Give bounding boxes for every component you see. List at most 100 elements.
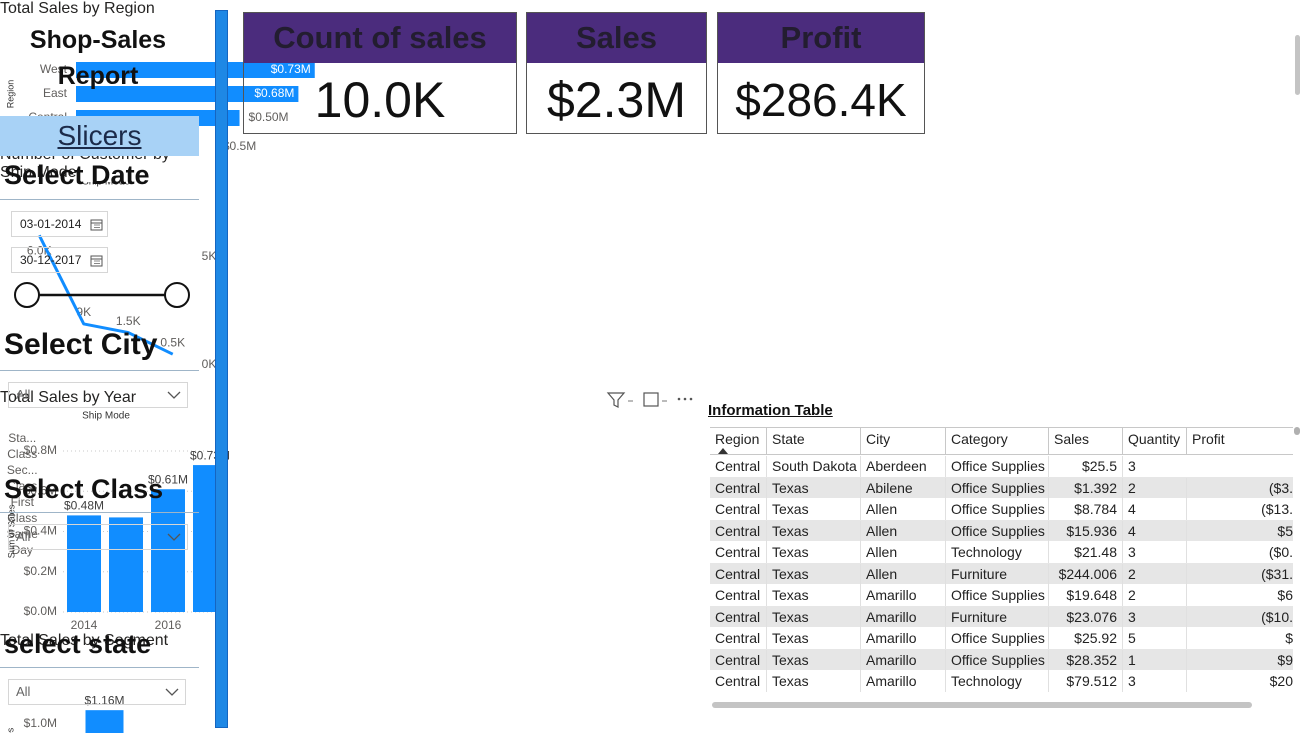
chevron bbox=[165, 688, 179, 696]
table-cell: Texas bbox=[766, 477, 860, 499]
table-cell: 2 bbox=[1122, 477, 1186, 499]
date-slider[interactable] bbox=[0, 280, 200, 312]
chart-title: Total Sales by Segment bbox=[0, 632, 169, 649]
kpi-card: Sales $2.3M bbox=[526, 12, 707, 134]
visual-toolbar bbox=[606, 392, 693, 408]
table-cell: $9 bbox=[1186, 649, 1293, 671]
bar bbox=[85, 710, 124, 733]
x-axis-label: Ship Mode bbox=[82, 411, 130, 422]
chart-title: Total Sales by Year bbox=[0, 389, 137, 406]
class-value: All bbox=[16, 529, 31, 544]
x-tick-label: Sta... Class bbox=[7, 431, 38, 461]
table-cell: 4 bbox=[1122, 520, 1186, 542]
x-tick-label: Sec... Class bbox=[6, 463, 38, 493]
table-cell: Texas bbox=[766, 499, 860, 520]
bar bbox=[109, 517, 143, 612]
table-cell: ($3. bbox=[1186, 477, 1293, 499]
table-cell: Texas bbox=[766, 585, 860, 606]
table-cell: $15.936 bbox=[1048, 520, 1122, 542]
table-row bbox=[710, 605, 1293, 627]
column-header: Sales bbox=[1048, 427, 1122, 455]
data-label: $0.48M bbox=[64, 499, 104, 513]
filter-icon[interactable] bbox=[606, 392, 626, 408]
table-cell: Central bbox=[715, 479, 761, 496]
region-scrollbar[interactable] bbox=[1295, 35, 1300, 95]
data-label: $0.73M bbox=[271, 62, 311, 76]
state-dropdown[interactable]: All bbox=[8, 679, 186, 705]
y-tick-label: $1.0M bbox=[24, 716, 57, 730]
x-tick-label: 2014 bbox=[71, 618, 98, 632]
date-end-text: 30-12-2017 bbox=[20, 253, 82, 267]
data-label: $0.68M bbox=[254, 86, 294, 100]
table-cell: Abilene bbox=[860, 477, 945, 499]
bar bbox=[67, 515, 101, 612]
table-cell: $1.392 bbox=[1048, 477, 1122, 499]
date-end[interactable]: 30-12-2017 bbox=[11, 247, 108, 273]
table-row bbox=[710, 648, 1293, 670]
kpi-card: Count of sales 10.0K bbox=[243, 12, 517, 134]
column-header: State bbox=[766, 427, 860, 455]
table-cell: Office Supplies bbox=[945, 585, 1048, 606]
table-cell: South Dakota bbox=[766, 456, 860, 477]
table-cell: 2 bbox=[1122, 585, 1186, 606]
table-cell: Amarillo bbox=[860, 649, 945, 671]
chevron bbox=[167, 391, 181, 399]
table-cell: Office Supplies bbox=[945, 649, 1048, 671]
x-tick-label: 2016 bbox=[155, 618, 182, 632]
bar bbox=[76, 86, 299, 102]
y-tick-label: 0K bbox=[202, 357, 217, 371]
data-label: $1.16M bbox=[84, 693, 124, 707]
chart-visual: Total Sales by Year $0.0M $0.2M $0.4M $0.6M $… bbox=[0, 389, 231, 632]
table-row bbox=[710, 455, 1293, 477]
table-cell: Texas bbox=[766, 563, 860, 585]
slider-handle[interactable] bbox=[14, 282, 40, 308]
class-dropdown[interactable]: All bbox=[8, 524, 188, 550]
kpi-card: Profit $286.4K bbox=[717, 12, 925, 134]
column-header: City bbox=[860, 427, 945, 455]
table-cell: Central bbox=[715, 458, 761, 474]
table-cell: Amarillo bbox=[860, 606, 945, 628]
table-cell: Office Supplies bbox=[945, 499, 1048, 520]
table-cell: Allen bbox=[860, 499, 945, 520]
y-tick-label: $0.0M bbox=[24, 604, 57, 618]
table-row bbox=[710, 519, 1293, 541]
column-header: Region bbox=[715, 431, 760, 447]
focus-icon[interactable] bbox=[643, 392, 659, 407]
table-cell: 5 bbox=[1122, 628, 1186, 649]
chevron bbox=[167, 533, 181, 541]
table-cell: $ bbox=[1186, 628, 1293, 649]
table-cell: $28.352 bbox=[1048, 649, 1122, 671]
bar bbox=[76, 62, 315, 78]
table-cell: ($10. bbox=[1186, 606, 1293, 628]
divider bbox=[0, 512, 199, 513]
slicers-heading-box bbox=[0, 116, 199, 156]
city-dropdown[interactable]: All bbox=[8, 382, 188, 408]
table-cell: $21.48 bbox=[1048, 542, 1122, 563]
table-cell: Central bbox=[715, 673, 761, 689]
y-tick-label: East bbox=[43, 86, 68, 100]
table-cell: Texas bbox=[766, 606, 860, 628]
x-tick-label: Same Day bbox=[6, 527, 38, 557]
kpi-label: Sales bbox=[527, 13, 706, 63]
column-header: Profit bbox=[1186, 427, 1293, 455]
table-cell: Allen bbox=[860, 563, 945, 585]
y-tick-label: $0.6M bbox=[24, 483, 57, 497]
v-scrollbar[interactable] bbox=[1294, 427, 1300, 435]
kpi-label: Profit bbox=[718, 13, 924, 63]
kpi-value: $286.4K bbox=[735, 74, 907, 126]
table-cell: ($13. bbox=[1186, 499, 1293, 520]
data-label: 0.5K bbox=[160, 335, 185, 349]
table-header bbox=[710, 427, 1293, 455]
slider-handle[interactable] bbox=[164, 282, 190, 308]
column-header: Category bbox=[945, 427, 1048, 455]
table-cell: $25.92 bbox=[1048, 628, 1122, 649]
table-cell: Central bbox=[715, 565, 761, 582]
table-cell: Texas bbox=[766, 542, 860, 563]
table-cell: 2 bbox=[1122, 563, 1186, 585]
class-label: Select Class bbox=[4, 474, 164, 504]
date-start[interactable]: 03-01-2014 bbox=[11, 211, 108, 237]
h-scrollbar[interactable] bbox=[712, 702, 1252, 708]
table-cell: Central bbox=[715, 501, 761, 517]
more-icon[interactable] bbox=[677, 397, 693, 401]
